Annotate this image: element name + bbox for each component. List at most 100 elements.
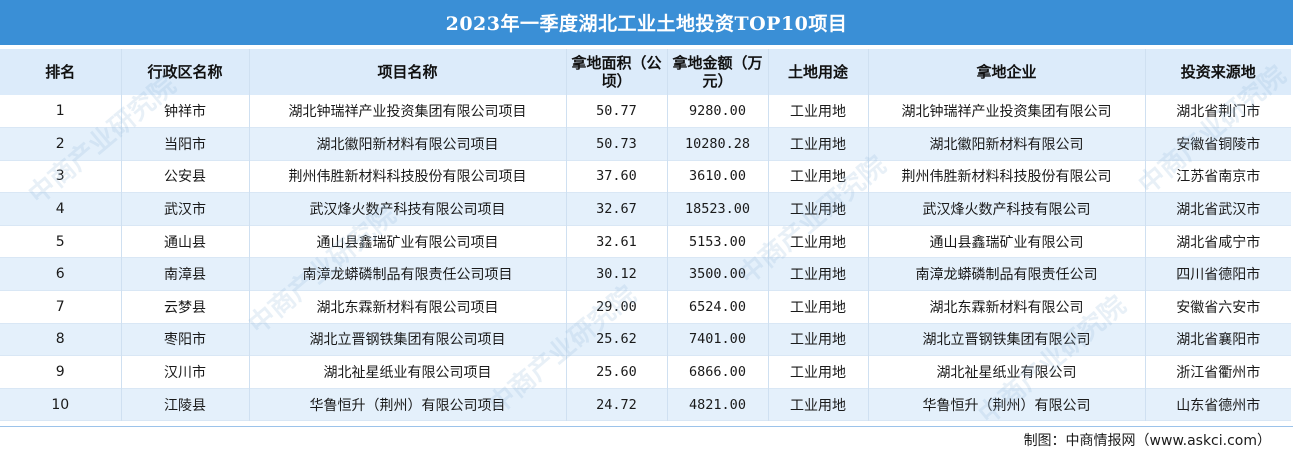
col-header-usage: 土地用途 — [768, 49, 869, 95]
table-row: 9 汉川市 湖北祉星纸业有限公司项目 25.60 6866.00 工业用地 湖北… — [0, 355, 1291, 389]
area-cell: 50.73 — [566, 127, 668, 161]
company-cell: 湖北立晋钢铁集团有限公司 — [868, 323, 1146, 356]
company-cell: 武汉烽火数产科技有限公司 — [868, 192, 1146, 226]
source-cell: 山东省德州市 — [1176, 397, 1261, 414]
source-cell: 湖北省咸宁市 — [1176, 234, 1261, 251]
district-cell: 云梦县 — [121, 290, 250, 324]
table-row: 2 当阳市 湖北徽阳新材料有限公司项目 50.73 10280.28 工业用地 … — [0, 127, 1291, 161]
usage-cell: 工业用地 — [768, 95, 869, 128]
table-row: 4 武汉市 武汉烽火数产科技有限公司项目 32.67 18523.00 工业用地… — [0, 192, 1291, 226]
rank-cell: 7 — [0, 290, 122, 324]
usage-cell: 工业用地 — [768, 355, 869, 389]
area-cell: 24.72 — [566, 388, 668, 421]
usage-cell: 工业用地 — [768, 225, 869, 258]
rank-cell: 5 — [0, 225, 122, 258]
source-cell: 湖北省荆门市 — [1176, 104, 1261, 121]
company-cell: 湖北钟瑞祥产业投资集团有限公司 — [868, 95, 1146, 128]
company-cell: 南漳龙蟒磷制品有限责任公司 — [868, 257, 1146, 291]
table-row: 5 通山县 通山县鑫瑞矿业有限公司项目 32.61 5153.00 工业用地 通… — [0, 225, 1291, 258]
district-cell: 枣阳市 — [121, 323, 250, 356]
district-cell: 钟祥市 — [121, 95, 250, 128]
amount-cell: 18523.00 — [667, 192, 769, 226]
project-cell: 湖北徽阳新材料有限公司项目 — [249, 127, 567, 161]
source-cell: 安徽省铜陵市 — [1176, 136, 1261, 153]
rank-cell: 9 — [0, 355, 122, 389]
col-header-source: 投资来源地 — [1180, 63, 1256, 81]
area-cell: 37.60 — [566, 160, 668, 193]
usage-cell: 工业用地 — [768, 127, 869, 161]
area-cell: 32.67 — [566, 192, 668, 226]
col-header-company: 拿地企业 — [868, 49, 1146, 95]
usage-cell: 工业用地 — [768, 290, 869, 324]
company-cell: 湖北东霖新材料有限公司 — [868, 290, 1146, 324]
table-bottom-divider — [0, 426, 1293, 427]
project-cell: 湖北钟瑞祥产业投资集团有限公司项目 — [249, 95, 567, 128]
area-cell: 29.00 — [566, 290, 668, 324]
rank-cell: 3 — [0, 160, 122, 193]
source-cell: 江苏省南京市 — [1176, 169, 1261, 186]
usage-cell: 工业用地 — [768, 323, 869, 356]
amount-cell: 4821.00 — [667, 388, 769, 421]
district-cell: 江陵县 — [121, 388, 250, 421]
table-row: 8 枣阳市 湖北立晋钢铁集团有限公司项目 25.62 7401.00 工业用地 … — [0, 323, 1291, 356]
source-cell: 安徽省六安市 — [1176, 299, 1261, 316]
table-title: 2023年一季度湖北工业土地投资TOP10项目 — [0, 0, 1293, 45]
area-cell: 50.77 — [566, 95, 668, 128]
header-row: 排名 行政区名称 项目名称 拿地面积（公顷） 拿地金额（万元） 土地用途 拿地企… — [0, 49, 1291, 95]
rank-cell: 2 — [0, 127, 122, 161]
project-cell: 湖北东霖新材料有限公司项目 — [249, 290, 567, 324]
usage-cell: 工业用地 — [768, 388, 869, 421]
amount-cell: 10280.28 — [667, 127, 769, 161]
amount-cell: 7401.00 — [667, 323, 769, 356]
area-cell: 32.61 — [566, 225, 668, 258]
rank-cell: 8 — [0, 323, 122, 356]
amount-cell: 3500.00 — [667, 257, 769, 291]
usage-cell: 工业用地 — [768, 160, 869, 193]
district-cell: 武汉市 — [121, 192, 250, 226]
table-row: 6 南漳县 南漳龙蟒磷制品有限责任公司项目 30.12 3500.00 工业用地… — [0, 257, 1291, 291]
company-cell: 荆州伟胜新材料科技股份有限公司 — [868, 160, 1146, 193]
source-cell: 浙江省衢州市 — [1176, 365, 1261, 382]
table-row: 10 江陵县 华鲁恒升（荆州）有限公司项目 24.72 4821.00 工业用地… — [0, 388, 1291, 421]
company-cell: 湖北祉星纸业有限公司 — [868, 355, 1146, 389]
area-cell: 25.60 — [566, 355, 668, 389]
amount-cell: 3610.00 — [667, 160, 769, 193]
usage-cell: 工业用地 — [768, 192, 869, 226]
project-cell: 南漳龙蟒磷制品有限责任公司项目 — [249, 257, 567, 291]
amount-cell: 6866.00 — [667, 355, 769, 389]
source-cell: 湖北省襄阳市 — [1176, 332, 1261, 349]
district-cell: 通山县 — [121, 225, 250, 258]
area-cell: 30.12 — [566, 257, 668, 291]
project-cell: 湖北祉星纸业有限公司项目 — [249, 355, 567, 389]
rank-cell: 1 — [0, 95, 122, 128]
project-cell: 荆州伟胜新材料科技股份有限公司项目 — [249, 160, 567, 193]
district-cell: 汉川市 — [121, 355, 250, 389]
project-cell: 湖北立晋钢铁集团有限公司项目 — [249, 323, 567, 356]
col-header-rank: 排名 — [0, 49, 122, 95]
rank-cell: 6 — [0, 257, 122, 291]
company-cell: 华鲁恒升（荆州）有限公司 — [868, 388, 1146, 421]
data-table: 排名 行政区名称 项目名称 拿地面积（公顷） 拿地金额（万元） 土地用途 拿地企… — [0, 49, 1291, 421]
col-header-amount: 拿地金额（万元） — [667, 49, 769, 95]
table-row: 3 公安县 荆州伟胜新材料科技股份有限公司项目 37.60 3610.00 工业… — [0, 160, 1291, 193]
company-cell: 湖北徽阳新材料有限公司 — [868, 127, 1146, 161]
usage-cell: 工业用地 — [768, 257, 869, 291]
company-cell: 通山县鑫瑞矿业有限公司 — [868, 225, 1146, 258]
district-cell: 南漳县 — [121, 257, 250, 291]
source-credit: 制图：中商情报网（www.askci.com） — [1023, 433, 1271, 449]
rank-cell: 4 — [0, 192, 122, 226]
col-header-district: 行政区名称 — [121, 49, 250, 95]
table-row: 1 钟祥市 湖北钟瑞祥产业投资集团有限公司项目 50.77 9280.00 工业… — [0, 95, 1291, 128]
district-cell: 当阳市 — [121, 127, 250, 161]
amount-cell: 9280.00 — [667, 95, 769, 128]
amount-cell: 5153.00 — [667, 225, 769, 258]
col-header-project: 项目名称 — [249, 49, 567, 95]
amount-cell: 6524.00 — [667, 290, 769, 324]
source-cell: 四川省德阳市 — [1176, 267, 1261, 284]
table-row: 7 云梦县 湖北东霖新材料有限公司项目 29.00 6524.00 工业用地 湖… — [0, 290, 1291, 324]
area-cell: 25.62 — [566, 323, 668, 356]
project-cell: 华鲁恒升（荆州）有限公司项目 — [249, 388, 567, 421]
col-header-area: 拿地面积（公顷） — [566, 49, 668, 95]
source-cell: 湖北省武汉市 — [1176, 202, 1261, 219]
project-cell: 通山县鑫瑞矿业有限公司项目 — [249, 225, 567, 258]
